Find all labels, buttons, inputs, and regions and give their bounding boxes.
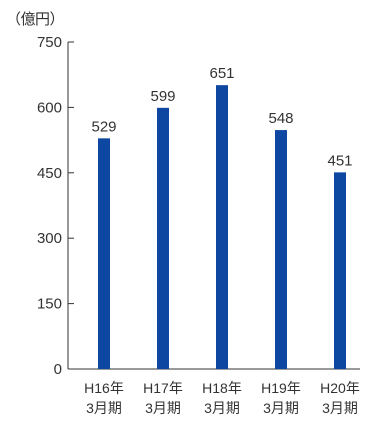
bar bbox=[98, 138, 110, 369]
bar bbox=[334, 172, 346, 369]
y-tick-label: 0 bbox=[54, 361, 62, 378]
x-tick-label: H17年 bbox=[143, 380, 183, 396]
x-tick-label: H18年 bbox=[202, 380, 242, 396]
x-tick-label: 3月期 bbox=[86, 400, 122, 416]
bar bbox=[216, 85, 228, 369]
x-tick-label: H16年 bbox=[84, 380, 124, 396]
y-axis-unit-label: （億円） bbox=[6, 10, 65, 28]
x-tick-label: 3月期 bbox=[322, 400, 358, 416]
y-tick-label: 600 bbox=[37, 99, 62, 116]
x-tick-label: 3月期 bbox=[145, 400, 181, 416]
y-tick-label: 150 bbox=[37, 296, 62, 313]
x-tick-label: 3月期 bbox=[204, 400, 240, 416]
y-tick-label: 300 bbox=[37, 230, 62, 247]
data-label: 651 bbox=[209, 65, 234, 82]
y-tick-label: 450 bbox=[37, 165, 62, 182]
bar bbox=[275, 130, 287, 369]
bar bbox=[157, 107, 169, 369]
x-tick-label: H20年 bbox=[320, 380, 360, 396]
x-tick-label: H19年 bbox=[261, 380, 301, 396]
data-label: 548 bbox=[268, 110, 293, 127]
y-tick-label: 750 bbox=[37, 34, 62, 51]
data-label: 599 bbox=[150, 88, 175, 105]
data-label: 451 bbox=[327, 152, 352, 169]
x-tick-label: 3月期 bbox=[263, 400, 299, 416]
data-label: 529 bbox=[91, 118, 116, 135]
